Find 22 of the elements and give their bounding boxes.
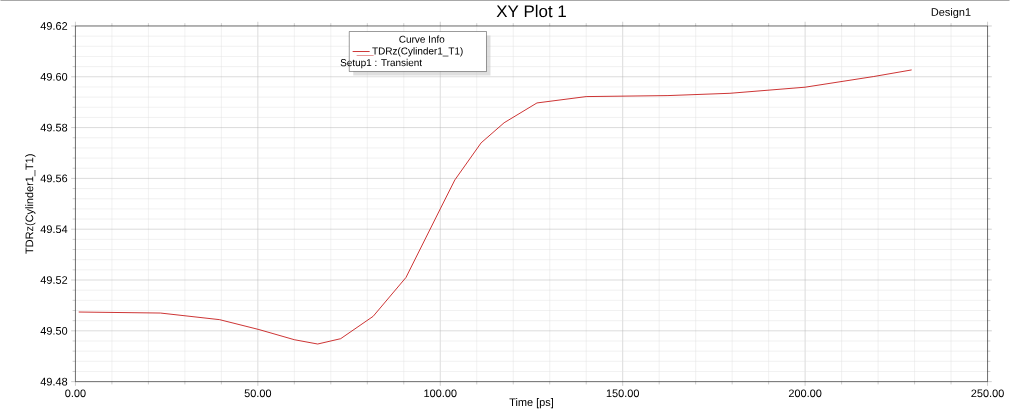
text: Design1 — [931, 8, 971, 19]
legend-label: TDRz(Cylinder1_T1) — [372, 47, 463, 57]
x-tick-label: 150.00 — [606, 389, 639, 398]
y-tick-label: 49.60 — [40, 73, 68, 81]
line-series — [78, 69, 913, 345]
x-tick-label: 200.00 — [788, 389, 822, 398]
y-tick-label: 49.62 — [40, 22, 68, 31]
chart-title: XY Plot 1 — [496, 4, 566, 18]
annotation: Setup1 : Transient — [340, 59, 422, 69]
y-tick-label: 49.56 — [40, 174, 68, 183]
y-tick-label: 49.50 — [40, 327, 68, 335]
x-tick-label: 50.00 — [244, 389, 272, 398]
y-axis-title: TDRz(Cylinder1_T1) — [25, 154, 36, 254]
x-tick-label: 250.00 — [971, 389, 1004, 398]
legend-title: Curve Info — [399, 35, 445, 43]
y-tick-label: 49.54 — [40, 225, 68, 234]
x-axis-title: Time [ps] — [509, 398, 553, 409]
x-tick-label: 100.00 — [424, 389, 457, 398]
y-tick-label: 49.48 — [40, 377, 68, 386]
x-tick-label: 0.00 — [65, 389, 86, 398]
y-tick-label: 49.52 — [40, 276, 68, 285]
y-tick-label: 49.58 — [40, 123, 68, 132]
